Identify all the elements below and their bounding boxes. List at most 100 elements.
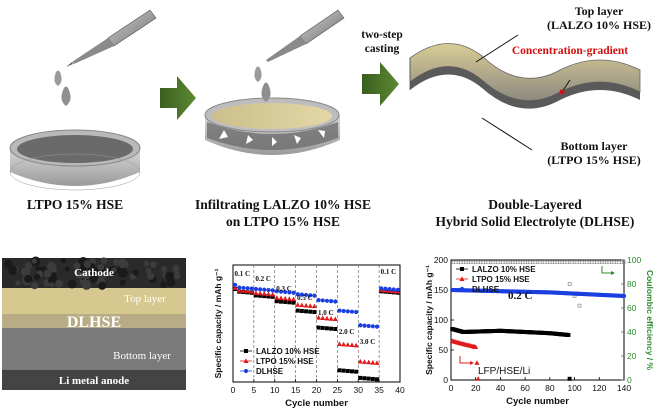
- data-point: [291, 290, 296, 295]
- top-layer-pointer: [475, 34, 519, 63]
- data-point: [354, 309, 359, 315]
- data-point: [274, 289, 279, 294]
- data-point: [279, 299, 284, 304]
- rate-label: 0.2 C: [255, 275, 271, 283]
- rate-label: 2.0 C: [339, 328, 355, 336]
- cathode-particle: [160, 281, 168, 289]
- data-point: [324, 315, 330, 321]
- y-tick-label: 200: [434, 255, 448, 265]
- y2-tick-label: 60: [627, 303, 637, 313]
- double-layer-film: [409, 43, 641, 109]
- data-point: [283, 299, 288, 304]
- cathode-particle: [101, 271, 107, 278]
- cathode-particle: [173, 272, 181, 280]
- process-arrow-1: [160, 76, 196, 120]
- rate-label: 0.1 C: [381, 268, 397, 276]
- legend-marker: [460, 267, 464, 271]
- x-tick-label: 10: [270, 385, 280, 395]
- data-point: [253, 290, 259, 296]
- data-point: [291, 300, 296, 305]
- data-point: [265, 291, 271, 297]
- data-point: [249, 286, 254, 291]
- cathode-particle: [160, 265, 168, 273]
- data-point: [295, 302, 301, 307]
- cathode-particle: [81, 269, 91, 280]
- caption-dlhse-line2: Hybrid Solid Electrolyte (DLHSE): [435, 214, 635, 229]
- x-tick-label: 5: [252, 385, 257, 395]
- legend-marker: [243, 358, 249, 363]
- legend-marker: [459, 276, 465, 281]
- cell-label: LFP/HSE/Li: [478, 366, 530, 377]
- x-tick-label: 30: [354, 385, 364, 395]
- ce-axis-pointer: [601, 266, 611, 274]
- rate-label: 0.5 C: [297, 294, 313, 302]
- data-point: [358, 323, 363, 328]
- cathode-particle: [67, 279, 77, 289]
- cathode-particle: [112, 258, 120, 266]
- data-point: [341, 308, 346, 314]
- x-tick-label: 40: [395, 385, 405, 395]
- cathode-particle: [9, 265, 17, 273]
- rate-annotation: 0.2 C: [508, 290, 533, 302]
- cathode-particle: [97, 263, 104, 271]
- data-point: [278, 295, 284, 301]
- cathode-particle: [50, 265, 58, 273]
- stack-cathode: Cathode: [74, 267, 114, 279]
- legend-marker: [459, 286, 465, 292]
- data-point: [312, 293, 317, 298]
- data-point: [262, 287, 267, 292]
- pipette-1: [66, 9, 157, 67]
- x-tick-label: 20: [471, 383, 481, 393]
- data-point: [341, 341, 347, 347]
- data-point: [475, 376, 481, 381]
- caption-infiltrating: Infiltrating LALZO 10% HSE on LTPO 15% H…: [178, 196, 388, 230]
- y-tick-label: 100: [434, 315, 448, 325]
- data-point: [287, 300, 292, 305]
- data-point: [349, 309, 355, 314]
- y-tick-label: 50: [439, 345, 449, 355]
- data-point: [303, 302, 309, 308]
- cathode-particle: [119, 279, 126, 286]
- data-point: [341, 368, 346, 373]
- data-point: [374, 324, 380, 329]
- data-point: [240, 288, 246, 293]
- data-point: [308, 293, 313, 298]
- bottom-layer-label: Bottom layer (LTPO 15% HSE): [530, 139, 658, 167]
- x-tick-label: 25: [333, 385, 343, 395]
- rate-label: 1.0 C: [318, 309, 334, 317]
- legend-label: LTPO 15% HSE: [256, 357, 314, 366]
- legend-label: LALZO 10% HSE: [256, 347, 320, 356]
- cathode-particle: [60, 258, 67, 264]
- data-point: [245, 286, 250, 291]
- data-point: [283, 289, 288, 295]
- data-point: [345, 342, 351, 347]
- data-point: [278, 289, 284, 294]
- ce-point: [622, 260, 626, 264]
- data-point: [370, 359, 376, 365]
- caption-dlhse-line1: Double-Layered: [488, 197, 582, 212]
- caption-infiltrating-line2: on LTPO 15% HSE: [226, 214, 340, 229]
- data-point: [395, 287, 401, 292]
- cathode-particle: [73, 262, 81, 270]
- droplets-2: [254, 66, 271, 102]
- data-point: [303, 292, 309, 298]
- data-point: [270, 288, 275, 293]
- x-tick-label: 20: [312, 385, 322, 395]
- petri-dish-2: [204, 97, 340, 155]
- cathode-particle: [100, 257, 108, 264]
- data-point: [353, 342, 359, 348]
- data-point: [329, 326, 334, 331]
- data-point: [324, 298, 330, 303]
- data-point: [299, 308, 304, 313]
- top-layer-label: Top layer (LALZO 10% HSE): [540, 4, 658, 32]
- caption-ltpo: LTPO 15% HSE: [26, 197, 124, 212]
- data-point: [370, 324, 375, 329]
- x-tick-label: 60: [520, 383, 530, 393]
- stack-top-layer: Top layer: [124, 293, 166, 305]
- data-point: [387, 287, 392, 292]
- cathode-particle: [132, 269, 139, 276]
- cathode-particle: [31, 282, 39, 290]
- cathode-particle: [143, 260, 150, 267]
- data-point: [349, 342, 355, 348]
